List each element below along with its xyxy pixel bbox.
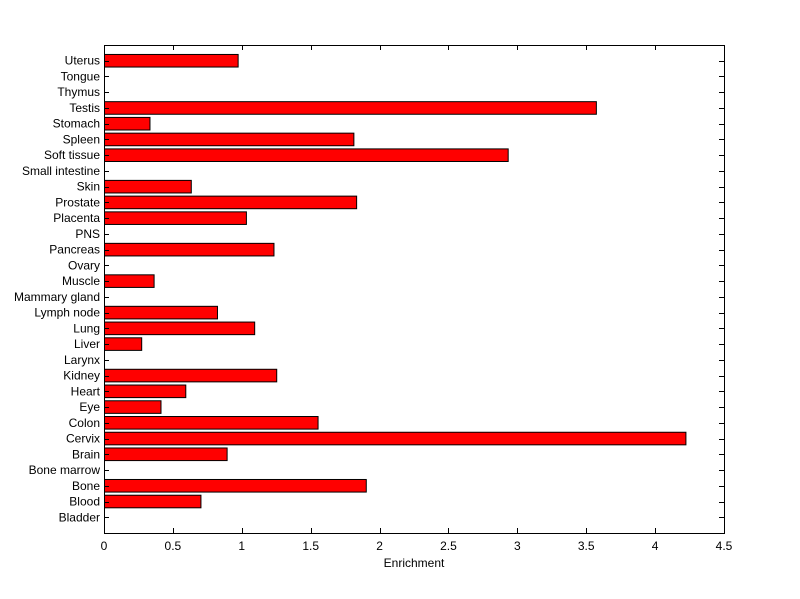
y-tick-label: Colon <box>69 416 100 430</box>
bar-bone <box>104 478 367 493</box>
bar-brain <box>104 447 228 462</box>
y-tick-label: Tongue <box>61 69 101 83</box>
bar-pancreas <box>104 242 275 257</box>
y-tick-label: Liver <box>74 337 100 351</box>
y-tick-label: Bone marrow <box>29 463 101 477</box>
bar-liver <box>104 337 143 351</box>
x-tick-label: 4.5 <box>716 539 733 553</box>
x-tick-label: 1 <box>238 539 245 553</box>
y-tick-label: Pancreas <box>49 243 100 257</box>
y-tick-label: Soft tissue <box>44 148 100 162</box>
bar-blood <box>104 494 202 509</box>
y-tick-label: Brain <box>72 447 100 461</box>
bar-eye <box>104 400 162 414</box>
y-tick-label: Blood <box>69 495 100 509</box>
x-tick-label: 0 <box>101 539 108 553</box>
bar-cervix <box>104 431 687 446</box>
y-tick-label: Testis <box>69 101 100 115</box>
bar-prostate <box>104 195 358 210</box>
y-tick-label: Mammary gland <box>14 290 100 304</box>
x-axis-label: Enrichment <box>384 556 445 570</box>
bar-uterus <box>104 53 239 68</box>
bar-soft-tissue <box>104 148 509 162</box>
x-tick-label: 2 <box>376 539 383 553</box>
bar-kidney <box>104 368 278 383</box>
y-tick-label: Uterus <box>65 54 100 68</box>
y-tick-label: Muscle <box>62 274 100 288</box>
x-tick-label: 1.5 <box>302 539 319 553</box>
bar-heart <box>104 384 187 399</box>
bar-placenta <box>104 211 247 225</box>
bar-lung <box>104 321 256 336</box>
y-tick-label: Eye <box>79 400 100 414</box>
bar-muscle <box>104 274 155 288</box>
y-tick-label: Larynx <box>64 353 100 367</box>
bar-colon <box>104 416 319 430</box>
y-tick-label: Stomach <box>53 117 100 131</box>
y-tick-label: PNS <box>75 227 100 241</box>
y-tick-label: Heart <box>71 384 101 398</box>
x-tick-label: 3 <box>514 539 521 553</box>
plot-area-frame <box>104 45 725 534</box>
y-tick-label: Bone <box>72 479 100 493</box>
bar-spleen <box>104 132 355 147</box>
y-tick-label: Cervix <box>66 432 100 446</box>
y-tick-label: Thymus <box>57 85 100 99</box>
x-tick-label: 0.5 <box>165 539 182 553</box>
y-tick-label: Placenta <box>53 211 100 225</box>
ticks-group <box>104 45 725 533</box>
x-tick-label: 4 <box>652 539 659 553</box>
bar-skin <box>104 179 192 194</box>
y-tick-label: Bladder <box>59 510 100 524</box>
x-tick-label: 2.5 <box>440 539 457 553</box>
y-tick-label: Lung <box>73 321 100 335</box>
bar-stomach <box>104 116 151 131</box>
y-tick-label: Lymph node <box>34 306 100 320</box>
y-tick-label: Skin <box>77 180 100 194</box>
y-tick-label: Ovary <box>68 258 100 272</box>
y-tick-label: Prostate <box>55 195 100 209</box>
bar-testis <box>104 101 597 115</box>
y-tick-label: Small intestine <box>22 164 100 178</box>
bars-group <box>104 53 687 509</box>
y-tick-label: Spleen <box>63 132 100 146</box>
bar-lymph-node <box>104 305 218 320</box>
x-tick-label: 3.5 <box>578 539 595 553</box>
y-tick-label: Kidney <box>63 369 100 383</box>
x-tick-labels: 0 0.5 1 1.5 2 2.5 3 3.5 4 4.5 <box>101 539 733 553</box>
